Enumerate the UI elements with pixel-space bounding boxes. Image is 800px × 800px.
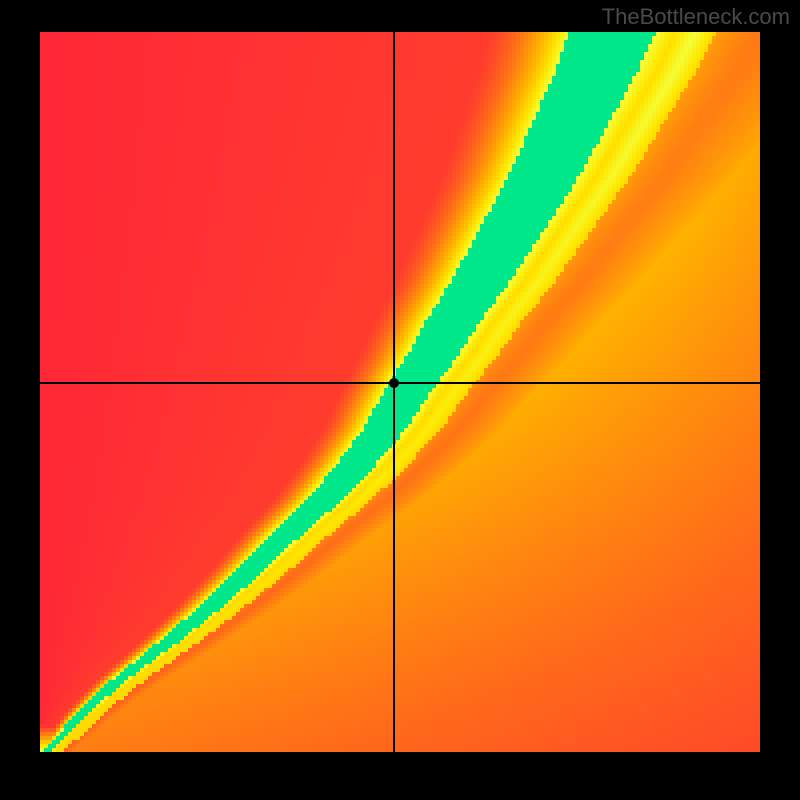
marker-point — [389, 378, 399, 388]
crosshair-horizontal — [40, 382, 760, 384]
crosshair-vertical — [393, 32, 395, 752]
plot-area — [40, 32, 760, 752]
chart-container: TheBottleneck.com — [0, 0, 800, 800]
watermark-text: TheBottleneck.com — [602, 4, 790, 30]
heatmap-canvas — [40, 32, 760, 752]
